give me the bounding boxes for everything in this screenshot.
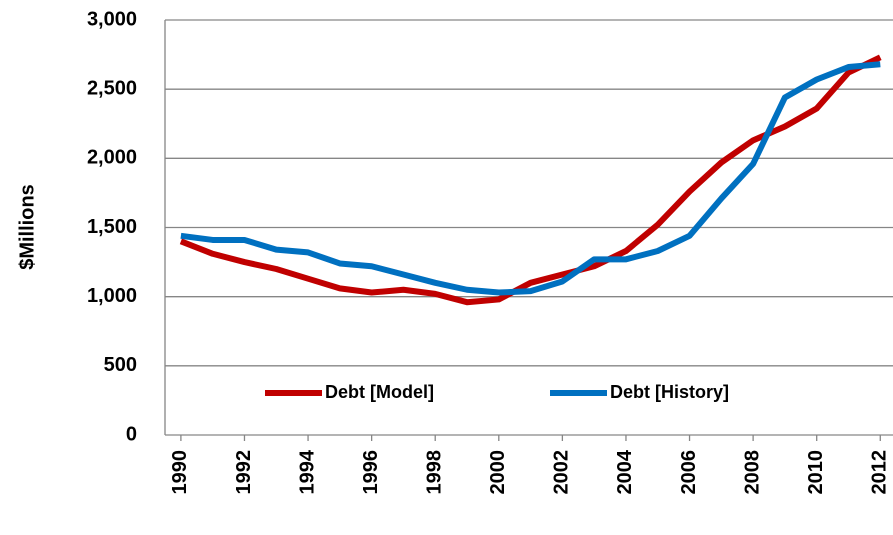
y-tick-label: 3,000 xyxy=(87,8,137,30)
x-tick-label: 2004 xyxy=(614,449,636,494)
legend-label: Debt [History] xyxy=(610,382,729,402)
x-tick-label: 2008 xyxy=(741,450,763,495)
y-axis-label: $Millions xyxy=(16,184,38,270)
x-tick-label: 1996 xyxy=(360,450,382,495)
x-tick-label: 1990 xyxy=(169,450,191,495)
y-tick-label: 500 xyxy=(104,354,137,376)
y-tick-label: 1,000 xyxy=(87,285,137,307)
line-series xyxy=(179,54,882,306)
y-tick-label: 1,500 xyxy=(87,216,137,238)
x-tick-label: 2010 xyxy=(805,450,827,495)
x-tick-label: 2000 xyxy=(487,450,509,495)
x-tick-label: 1994 xyxy=(296,449,318,494)
x-tick-label: 2012 xyxy=(869,450,891,495)
line-series xyxy=(180,61,881,296)
y-tick-label: 2,500 xyxy=(87,77,137,99)
y-tick-label: 2,000 xyxy=(87,147,137,169)
x-tick-label: 2006 xyxy=(678,450,700,495)
x-tick-label: 1998 xyxy=(423,450,445,495)
x-tick-label: 2002 xyxy=(551,450,573,495)
legend-label: Debt [Model] xyxy=(325,382,434,402)
x-tick-label: 1992 xyxy=(233,450,255,495)
y-tick-label: 0 xyxy=(126,423,137,445)
